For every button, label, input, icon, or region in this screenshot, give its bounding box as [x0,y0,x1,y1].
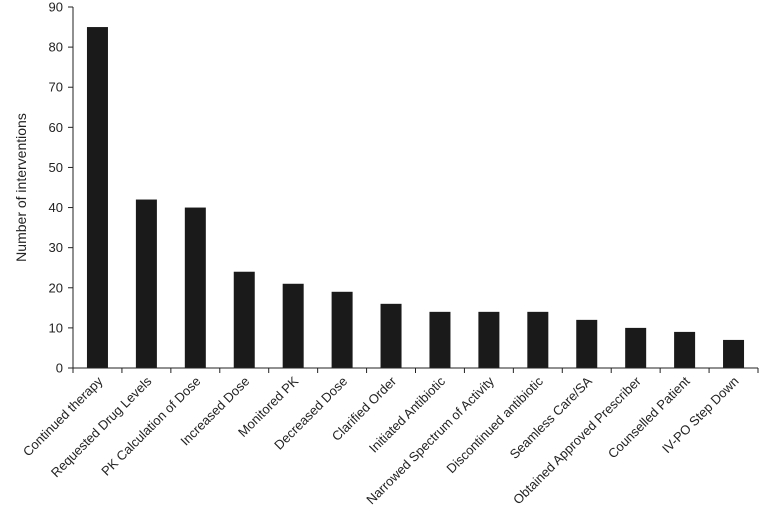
bar [86,27,108,369]
bar [674,331,696,368]
bars [86,27,745,369]
bar [282,283,304,368]
y-tick-label: 60 [49,120,63,135]
bar [233,271,255,368]
y-tick-label: 50 [49,160,63,175]
y-axis-title: Number of interventions [13,113,29,262]
y-tick-label: 40 [49,200,63,215]
x-tick-label: Counselled Patient [605,373,693,461]
y-tick-label: 10 [49,320,63,335]
x-tick-label: Continued therapy [20,373,106,459]
y-tick-label: 30 [49,240,63,255]
x-tick-label: PK Calculation of Dose [98,374,203,479]
x-tick-label: Seamless Care/SA [507,373,595,461]
y-axis: 0 10 20 30 40 50 60 70 80 90 [49,0,74,376]
y-tick-label: 0 [56,361,63,376]
y-tick-label: 70 [49,80,63,95]
bar [576,319,598,368]
bar [135,199,157,368]
bar [625,327,647,368]
bar [184,207,206,368]
y-tick-label: 80 [49,40,63,55]
bar [380,303,402,368]
bar [429,311,451,368]
y-tick-label: 90 [49,0,63,15]
y-tick-label: 20 [49,280,63,295]
bar [331,291,353,368]
x-tick-label: Discontinued antibiotic [443,373,546,476]
bar [527,311,549,368]
bar [723,339,745,368]
bar [478,311,500,368]
